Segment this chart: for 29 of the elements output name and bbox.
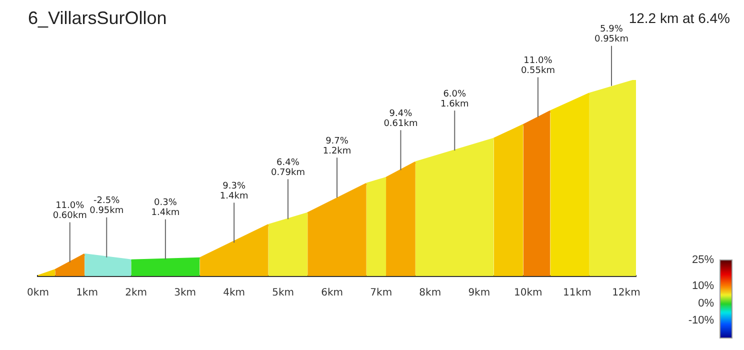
color-bar-label: 25% [692,254,714,266]
annotation: 9.3% 1.4km [220,182,248,202]
color-bar-label: 10% [692,280,714,292]
color-bar-label: 0% [698,297,714,310]
chart-title: 6_VillarsSurOllon [28,8,167,28]
x-tick-label: 7km [370,288,392,299]
annotation: 5.9% 0.95km [594,24,629,45]
x-tick-label: 12km [612,288,640,299]
x-tick-label: 0km [27,288,49,299]
color-bar-label: -10% [688,314,714,327]
x-tick-label: 3km [174,288,196,299]
x-tick-label: 10km [514,288,542,299]
annotation: 6.4% 0.79km [270,158,305,178]
text: 12.2 km at 6.4% [628,10,730,26]
x-tick-label: 8km [419,288,442,299]
x-tick-label: 6km [321,288,344,299]
annotation: 9.4% 0.61km [384,109,418,130]
x-tick-label: 2km [125,288,147,299]
x-tick-label: 4km [223,288,246,299]
annotation: 9.7% 1.2km [322,136,352,156]
x-tick-label: 5km [272,288,294,299]
x-tick-label: 1km [76,288,98,299]
annotation: -2.5% 0.95km [90,196,124,216]
annotation: 6.0% 1.6km [440,89,469,110]
annotation: 11.0% 0.60km [52,201,87,222]
x-tick-label: 11km [563,288,592,299]
x-tick-label: 9km [468,288,490,299]
annotation: 0.3% 1.4km [151,198,180,218]
annotation: 11.0% 0.55km [520,56,555,76]
